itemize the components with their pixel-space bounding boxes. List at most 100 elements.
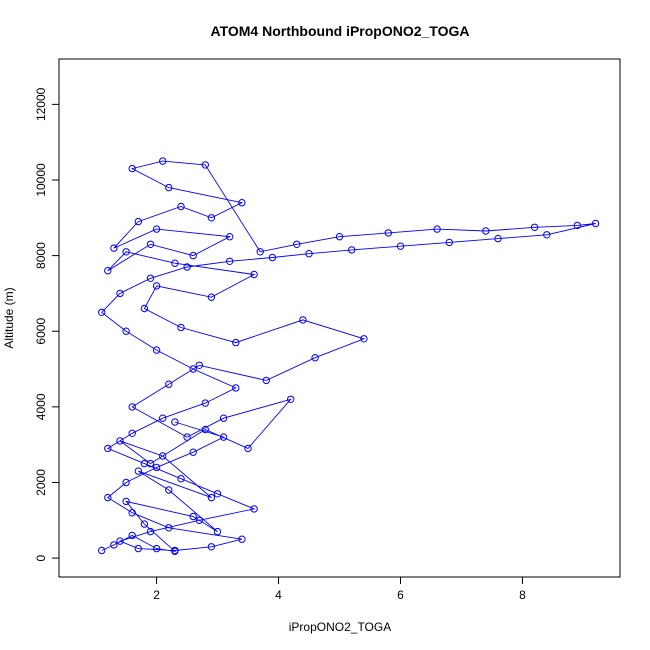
data-point xyxy=(268,253,277,262)
data-point xyxy=(287,395,295,403)
data-point xyxy=(177,323,185,332)
data-point xyxy=(116,437,124,445)
data-point xyxy=(238,535,246,543)
data-point xyxy=(573,221,581,230)
data-point xyxy=(226,257,234,265)
data-point xyxy=(128,531,136,540)
y-tick-label: 0 xyxy=(34,554,48,561)
y-tick-label: 12000 xyxy=(34,87,48,121)
data-point xyxy=(177,202,185,211)
data-point xyxy=(134,467,143,475)
data-point xyxy=(207,293,216,301)
data-point xyxy=(543,231,551,239)
data-point xyxy=(360,335,368,343)
data-point xyxy=(152,346,161,354)
data-point xyxy=(146,527,155,536)
data-point xyxy=(171,546,179,555)
data-point xyxy=(494,234,502,243)
data-point xyxy=(189,365,197,373)
data-point xyxy=(134,544,143,553)
data-point xyxy=(104,493,112,502)
data-point xyxy=(165,524,173,532)
x-axis: 2 4 6 8 xyxy=(153,576,526,602)
data-point xyxy=(122,478,130,487)
x-axis-label: iPropONO2_TOGA xyxy=(289,620,391,634)
data-point xyxy=(140,459,149,468)
data-point xyxy=(219,433,228,441)
data-point xyxy=(335,233,344,241)
data-point xyxy=(152,282,161,290)
data-point xyxy=(262,376,270,385)
data-point xyxy=(110,244,118,252)
data-point xyxy=(232,384,240,392)
data-point xyxy=(183,263,191,271)
data-point xyxy=(207,493,216,502)
data-point xyxy=(384,229,392,237)
data-point xyxy=(128,164,136,173)
data-point xyxy=(201,425,210,434)
data-point xyxy=(250,270,258,279)
y-tick-label: 10000 xyxy=(34,163,48,197)
y-axis: 0 2000 4000 6000 8000 10000 12000 xyxy=(34,87,60,561)
data-point xyxy=(232,338,240,347)
data-point xyxy=(256,248,264,256)
data-point xyxy=(238,199,246,207)
data-point xyxy=(201,399,210,407)
x-tick-label: 4 xyxy=(275,588,282,602)
plot-series xyxy=(98,157,600,555)
data-point xyxy=(305,250,313,258)
data-point xyxy=(171,259,179,267)
data-point xyxy=(104,267,112,275)
data-point xyxy=(116,289,124,298)
data-point xyxy=(207,543,216,551)
data-point xyxy=(250,505,258,513)
data-point xyxy=(195,516,204,524)
data-point xyxy=(146,274,155,282)
data-point xyxy=(213,527,222,536)
chart-title: ATOM4 Northbound iPropONO2_TOGA xyxy=(211,23,470,39)
data-point xyxy=(293,240,301,249)
data-point xyxy=(165,486,173,494)
data-point xyxy=(219,414,228,422)
data-point xyxy=(140,520,149,528)
data-point xyxy=(152,544,161,553)
data-point xyxy=(128,403,136,411)
data-point xyxy=(226,233,234,241)
data-point xyxy=(98,546,106,555)
data-point xyxy=(213,490,222,498)
data-point xyxy=(201,161,210,169)
y-tick-label: 6000 xyxy=(34,318,48,345)
data-point xyxy=(159,157,167,165)
y-tick-label: 4000 xyxy=(34,393,48,420)
data-point xyxy=(482,227,490,235)
data-point xyxy=(244,444,252,453)
series-line xyxy=(101,160,596,552)
data-point xyxy=(122,248,130,256)
data-point xyxy=(165,183,173,192)
data-point xyxy=(159,452,167,460)
data-point xyxy=(195,361,204,369)
data-point xyxy=(171,418,179,426)
plot-frame xyxy=(58,58,621,578)
data-point xyxy=(433,225,441,233)
data-point xyxy=(116,537,124,545)
y-tick-label: 2000 xyxy=(34,469,48,496)
data-point xyxy=(396,242,405,250)
data-point xyxy=(122,327,130,335)
data-point xyxy=(183,433,191,441)
data-point xyxy=(152,463,161,472)
data-point xyxy=(591,219,600,228)
data-point xyxy=(152,225,161,233)
x-tick-label: 6 xyxy=(397,588,404,602)
data-point xyxy=(146,240,155,249)
data-point xyxy=(122,497,130,506)
data-point xyxy=(177,475,185,483)
data-point xyxy=(299,316,307,324)
data-point xyxy=(207,214,216,222)
x-tick-label: 8 xyxy=(519,588,526,602)
data-point xyxy=(530,223,539,232)
data-point xyxy=(134,217,143,226)
y-axis-label: Altitude (m) xyxy=(2,287,16,348)
y-tick-label: 8000 xyxy=(34,242,48,269)
